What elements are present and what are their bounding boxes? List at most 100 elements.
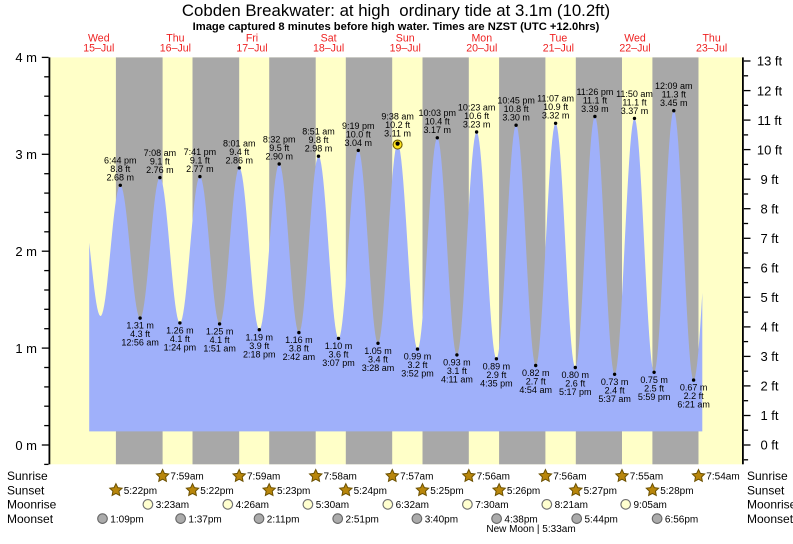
svg-text:0.75 m: 0.75 m bbox=[640, 375, 668, 385]
svg-text:3:40pm: 3:40pm bbox=[425, 514, 458, 525]
svg-text:5:30am: 5:30am bbox=[316, 500, 349, 511]
svg-text:5:28pm: 5:28pm bbox=[660, 486, 693, 497]
svg-text:3.1 ft: 3.1 ft bbox=[447, 366, 468, 376]
svg-text:6:44 pm: 6:44 pm bbox=[104, 156, 137, 166]
svg-text:1:37pm: 1:37pm bbox=[188, 514, 221, 525]
svg-text:Wed: Wed bbox=[624, 33, 646, 45]
svg-text:11 ft: 11 ft bbox=[757, 113, 782, 128]
svg-text:21–Jul: 21–Jul bbox=[543, 43, 574, 55]
svg-text:1.16 m: 1.16 m bbox=[285, 335, 313, 345]
svg-text:3.2 ft: 3.2 ft bbox=[407, 360, 428, 370]
svg-text:Sunrise: Sunrise bbox=[7, 469, 48, 483]
svg-text:10 ft: 10 ft bbox=[757, 142, 783, 157]
svg-text:3:28 am: 3:28 am bbox=[362, 363, 395, 373]
svg-text:4.1 ft: 4.1 ft bbox=[170, 334, 191, 344]
svg-text:1.19 m: 1.19 m bbox=[246, 332, 274, 342]
svg-text:10.6 ft: 10.6 ft bbox=[464, 111, 490, 121]
svg-text:5:59 pm: 5:59 pm bbox=[638, 392, 671, 402]
svg-text:4:35 pm: 4:35 pm bbox=[480, 378, 513, 388]
svg-text:8:21am: 8:21am bbox=[555, 500, 588, 511]
svg-text:4.3 ft: 4.3 ft bbox=[130, 329, 151, 339]
svg-text:0.89 m: 0.89 m bbox=[483, 361, 511, 371]
svg-text:Sat: Sat bbox=[321, 33, 337, 45]
svg-text:19–Jul: 19–Jul bbox=[390, 43, 421, 55]
svg-text:3.37 m: 3.37 m bbox=[621, 106, 649, 116]
svg-text:7:59am: 7:59am bbox=[170, 472, 203, 483]
svg-text:1 ft: 1 ft bbox=[760, 408, 778, 423]
svg-text:2.6 ft: 2.6 ft bbox=[565, 379, 586, 389]
svg-text:12:56 am: 12:56 am bbox=[121, 338, 159, 348]
svg-text:Cobden Breakwater: at high or: Cobden Breakwater: at high ordinary tide… bbox=[182, 1, 610, 20]
svg-text:6:56pm: 6:56pm bbox=[665, 514, 698, 525]
svg-text:5:37 am: 5:37 am bbox=[598, 394, 631, 404]
svg-text:8:51 am: 8:51 am bbox=[302, 127, 335, 137]
svg-text:10.8 ft: 10.8 ft bbox=[504, 104, 530, 114]
svg-text:7:56am: 7:56am bbox=[477, 472, 510, 483]
svg-text:Image captured 8 minutes befor: Image captured 8 minutes before high wat… bbox=[193, 21, 600, 33]
svg-text:11:07 am: 11:07 am bbox=[537, 94, 574, 104]
svg-text:Sunset: Sunset bbox=[7, 483, 45, 497]
svg-text:4 ft: 4 ft bbox=[760, 320, 778, 335]
svg-text:3.8 ft: 3.8 ft bbox=[289, 344, 310, 354]
svg-text:3.23 m: 3.23 m bbox=[463, 119, 491, 129]
svg-text:3 ft: 3 ft bbox=[760, 349, 778, 364]
svg-text:1:09pm: 1:09pm bbox=[110, 514, 143, 525]
svg-text:12 ft: 12 ft bbox=[757, 83, 783, 98]
svg-text:3.9 ft: 3.9 ft bbox=[249, 341, 270, 351]
svg-text:3.17 m: 3.17 m bbox=[424, 125, 452, 135]
svg-text:5:17 pm: 5:17 pm bbox=[559, 387, 592, 397]
svg-text:5:24pm: 5:24pm bbox=[354, 486, 387, 497]
svg-text:6:21 am: 6:21 am bbox=[677, 400, 710, 410]
svg-text:2.68 m: 2.68 m bbox=[107, 173, 135, 183]
svg-text:6:32am: 6:32am bbox=[396, 500, 429, 511]
svg-text:8:32 pm: 8:32 pm bbox=[263, 134, 296, 144]
svg-text:2.4 ft: 2.4 ft bbox=[605, 385, 626, 395]
svg-text:Fri: Fri bbox=[246, 33, 258, 45]
svg-text:0.67 m: 0.67 m bbox=[680, 383, 708, 393]
svg-text:8.8 ft: 8.8 ft bbox=[110, 164, 131, 174]
svg-text:11:50 am: 11:50 am bbox=[616, 89, 653, 99]
svg-text:Thu: Thu bbox=[166, 33, 184, 45]
svg-text:Sunrise: Sunrise bbox=[747, 469, 788, 483]
svg-text:5:23pm: 5:23pm bbox=[277, 486, 310, 497]
svg-text:7:58am: 7:58am bbox=[324, 472, 357, 483]
svg-text:2:18 pm: 2:18 pm bbox=[243, 349, 276, 359]
svg-text:11.1 ft: 11.1 ft bbox=[583, 95, 608, 105]
svg-text:Mon: Mon bbox=[471, 33, 492, 45]
svg-text:0 ft: 0 ft bbox=[760, 438, 778, 453]
svg-text:7:08 am: 7:08 am bbox=[144, 148, 177, 158]
svg-text:1 m: 1 m bbox=[15, 341, 37, 356]
svg-text:10.9 ft: 10.9 ft bbox=[543, 102, 569, 112]
svg-text:4.1 ft: 4.1 ft bbox=[210, 335, 231, 345]
svg-text:13 ft: 13 ft bbox=[757, 54, 783, 69]
svg-text:1.05 m: 1.05 m bbox=[364, 346, 392, 356]
svg-text:7:59am: 7:59am bbox=[247, 472, 280, 483]
svg-text:17–Jul: 17–Jul bbox=[236, 43, 267, 55]
svg-text:Moonrise: Moonrise bbox=[7, 498, 57, 512]
svg-text:5:22pm: 5:22pm bbox=[124, 486, 157, 497]
svg-text:9.4 ft: 9.4 ft bbox=[229, 147, 250, 157]
svg-text:11.3 ft: 11.3 ft bbox=[662, 90, 687, 100]
svg-text:11.1 ft: 11.1 ft bbox=[622, 97, 647, 107]
svg-text:9:05am: 9:05am bbox=[634, 500, 667, 511]
svg-text:0 m: 0 m bbox=[15, 438, 37, 453]
svg-text:9.1 ft: 9.1 ft bbox=[190, 156, 211, 166]
svg-text:3.4 ft: 3.4 ft bbox=[368, 354, 389, 364]
svg-text:New Moon | 5:33am: New Moon | 5:33am bbox=[486, 524, 575, 535]
svg-text:5 ft: 5 ft bbox=[760, 290, 778, 305]
svg-text:5:25pm: 5:25pm bbox=[430, 486, 463, 497]
svg-text:1.25 m: 1.25 m bbox=[206, 327, 234, 337]
svg-text:1:24 pm: 1:24 pm bbox=[164, 343, 197, 353]
svg-text:2.76 m: 2.76 m bbox=[146, 165, 174, 175]
svg-text:5:26pm: 5:26pm bbox=[507, 486, 540, 497]
svg-text:9:19 pm: 9:19 pm bbox=[342, 121, 375, 131]
svg-text:8 ft: 8 ft bbox=[760, 201, 778, 216]
svg-text:3.45 m: 3.45 m bbox=[660, 98, 688, 108]
svg-text:1:51 am: 1:51 am bbox=[203, 344, 236, 354]
svg-text:5:27pm: 5:27pm bbox=[584, 486, 617, 497]
svg-text:22–Jul: 22–Jul bbox=[619, 43, 650, 55]
svg-text:2.98 m: 2.98 m bbox=[305, 144, 333, 154]
svg-text:5:44pm: 5:44pm bbox=[585, 514, 618, 525]
svg-text:3.04 m: 3.04 m bbox=[345, 138, 373, 148]
svg-text:3.32 m: 3.32 m bbox=[542, 111, 570, 121]
